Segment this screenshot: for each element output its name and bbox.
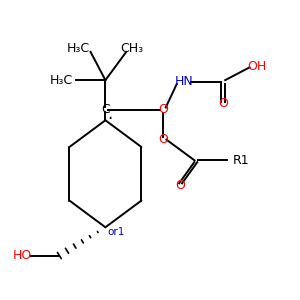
Text: or1: or1 xyxy=(107,227,124,237)
Text: H₃C: H₃C xyxy=(49,74,72,87)
Text: OH: OH xyxy=(248,60,267,73)
Text: O: O xyxy=(218,98,228,110)
Text: CH₃: CH₃ xyxy=(121,42,144,56)
Text: C: C xyxy=(101,103,110,116)
Text: H₃C: H₃C xyxy=(67,42,90,56)
Text: ·: · xyxy=(107,110,112,128)
Text: HO: HO xyxy=(13,249,32,262)
Text: O: O xyxy=(158,133,168,146)
Text: R1: R1 xyxy=(233,154,250,167)
Text: O: O xyxy=(158,103,168,116)
Text: O: O xyxy=(175,179,185,192)
Text: HN: HN xyxy=(175,75,194,88)
